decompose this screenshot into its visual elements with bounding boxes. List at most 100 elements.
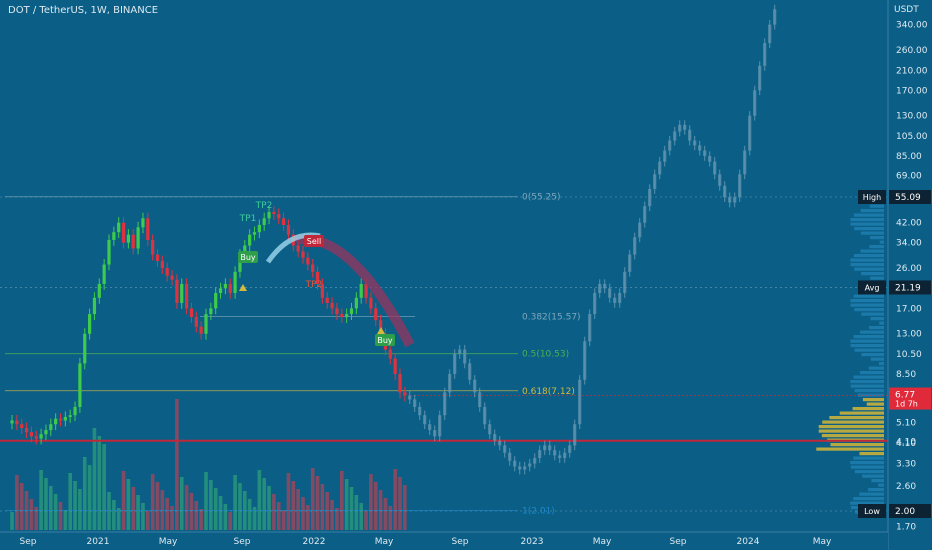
candle bbox=[199, 326, 203, 334]
projected-candle bbox=[448, 373, 452, 393]
avg-price-value: 21.19 bbox=[895, 283, 921, 293]
time-tick-label: May bbox=[813, 537, 832, 547]
volume-profile-bar bbox=[816, 447, 884, 451]
projected-candle bbox=[558, 455, 562, 459]
volume-bar bbox=[359, 503, 363, 530]
candle bbox=[272, 212, 276, 215]
volume-bar bbox=[204, 472, 208, 530]
candle bbox=[359, 283, 363, 298]
projected-candle bbox=[683, 124, 687, 130]
volume-profile-bar bbox=[869, 326, 884, 330]
volume-profile-bar bbox=[862, 474, 884, 478]
last-price-value: 6.77 bbox=[895, 391, 915, 401]
projected-candle bbox=[578, 379, 582, 425]
candle bbox=[320, 283, 324, 298]
volume-profile-bar bbox=[854, 348, 884, 352]
tp-signal-label: TP1 bbox=[239, 214, 257, 224]
time-axis[interactable]: Sep 2021 May Sep 2022 May Sep 2023 May Sep 2024 May bbox=[0, 531, 888, 550]
volume-bar bbox=[272, 494, 276, 530]
volume-profile-bar bbox=[830, 443, 884, 447]
candle bbox=[54, 418, 58, 425]
candle bbox=[325, 297, 329, 303]
volume-bar bbox=[102, 444, 106, 530]
projected-candle bbox=[438, 415, 442, 437]
volume-bar bbox=[44, 478, 48, 530]
projected-candle bbox=[453, 353, 457, 374]
volume-bar bbox=[150, 474, 155, 530]
volume-profile-bar bbox=[850, 461, 884, 465]
candle bbox=[146, 218, 150, 240]
volume-profile-bar bbox=[818, 429, 884, 433]
volume-bar bbox=[306, 505, 310, 530]
candle bbox=[58, 418, 63, 421]
candle bbox=[10, 420, 14, 424]
price-axis-bg bbox=[888, 0, 932, 550]
candle bbox=[92, 297, 97, 315]
price-tick-label: 1.70 bbox=[896, 522, 916, 532]
projected-candle bbox=[523, 466, 527, 470]
candle bbox=[24, 428, 29, 433]
candle bbox=[286, 224, 291, 235]
projected-candle bbox=[463, 349, 467, 364]
candle bbox=[20, 424, 24, 429]
projected-candle bbox=[528, 463, 532, 467]
buy-signal-label: Buy bbox=[377, 336, 393, 345]
projected-candle bbox=[423, 415, 427, 425]
volume-profile-bar bbox=[850, 303, 884, 307]
price-tick-label: 5.10 bbox=[896, 418, 916, 428]
projected-candle bbox=[533, 458, 537, 464]
time-tick-label: Sep bbox=[452, 537, 469, 547]
volume-profile-bar bbox=[853, 294, 884, 298]
volume-bar bbox=[335, 508, 339, 530]
symbol-title[interactable]: DOT / TetherUS, 1W, BINANCE bbox=[8, 5, 159, 16]
candle bbox=[379, 320, 383, 334]
volume-profile-bar bbox=[869, 204, 884, 208]
projected-candle bbox=[688, 129, 692, 141]
projected-candle bbox=[728, 197, 732, 203]
candle bbox=[233, 271, 237, 293]
price-axis[interactable]: USDT 340.00 260.00 210.00 170.00 130.00 105.00… bbox=[858, 0, 932, 550]
volume-bar bbox=[136, 495, 140, 530]
candle bbox=[243, 245, 247, 255]
volume-profile-bar bbox=[818, 425, 884, 429]
volume-bar bbox=[349, 487, 354, 530]
projected-candle bbox=[698, 145, 702, 151]
volume-bar bbox=[78, 489, 82, 530]
candle bbox=[345, 314, 349, 318]
volume-bar bbox=[131, 487, 136, 530]
price-tick-label: 170.00 bbox=[896, 86, 928, 96]
candle bbox=[63, 416, 67, 421]
candle bbox=[403, 392, 407, 396]
volume-bar bbox=[49, 486, 53, 530]
volume-profile-bar bbox=[878, 483, 884, 487]
candle bbox=[238, 254, 242, 272]
projected-candle bbox=[543, 445, 547, 451]
volume-bar bbox=[116, 508, 121, 530]
price-tick-label: 130.00 bbox=[896, 112, 928, 122]
volume-bar bbox=[146, 511, 150, 530]
candle bbox=[34, 436, 38, 439]
candle bbox=[49, 424, 53, 431]
candle bbox=[223, 283, 227, 289]
volume-bar bbox=[213, 488, 218, 530]
projected-candle bbox=[768, 24, 772, 44]
volume-bar bbox=[160, 490, 165, 530]
volume-bar bbox=[373, 482, 378, 530]
volume-profile-bar bbox=[870, 317, 884, 321]
candle bbox=[29, 432, 33, 437]
projected-candle bbox=[753, 90, 757, 116]
projected-candle bbox=[733, 197, 737, 203]
volume-bar bbox=[301, 497, 305, 530]
volume-bar bbox=[354, 495, 359, 530]
projected-candle bbox=[408, 395, 412, 400]
volume-bar bbox=[238, 483, 242, 530]
time-axis-bg bbox=[0, 532, 888, 550]
volume-profile-bar bbox=[854, 389, 884, 393]
projected-candle bbox=[568, 445, 572, 453]
volume-profile-bar bbox=[866, 402, 884, 406]
volume-bar bbox=[107, 492, 111, 530]
avg-level-tag bbox=[858, 280, 886, 295]
projected-candle bbox=[473, 379, 477, 393]
